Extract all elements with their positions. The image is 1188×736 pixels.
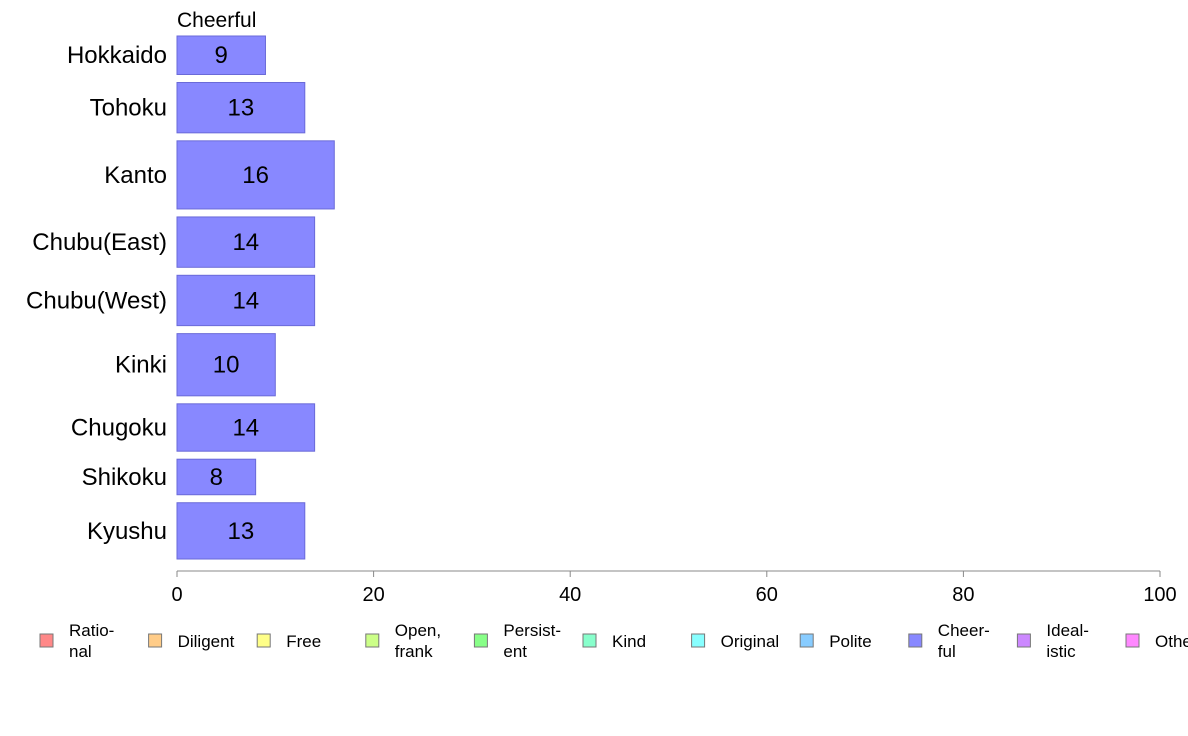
legend-label: Ideal- — [1046, 621, 1089, 640]
legend-label: nal — [69, 642, 92, 661]
legend-swatch — [582, 633, 597, 648]
bars-group: Hokkaido 9 Tohoku 13 Kanto 16 Chubu(East) 14 Chu… — [26, 35, 335, 560]
bar-value-label: 14 — [232, 415, 259, 442]
bar-value-label: 13 — [228, 95, 255, 122]
bar — [176, 502, 306, 560]
category-label: Shikoku — [82, 464, 167, 491]
x-tick-label: 0 — [171, 584, 182, 606]
bar-value-label: 10 — [213, 352, 240, 379]
legend-label: istic — [1046, 642, 1076, 661]
category-label: Kyushu — [87, 518, 167, 545]
bar — [176, 81, 306, 134]
legend-swatch — [365, 633, 380, 648]
category-label: Kinki — [115, 352, 167, 379]
category-label: Tohoku — [90, 95, 167, 122]
legend-swatch — [1125, 633, 1140, 648]
category-label: Chugoku — [71, 415, 167, 442]
legend-label: frank — [395, 642, 433, 661]
legend-label: Diligent — [178, 632, 235, 651]
x-tick-label: 100 — [1143, 584, 1176, 606]
category-label: Kanto — [104, 162, 167, 189]
legend-label: Original — [721, 632, 780, 651]
x-tick-label: 40 — [559, 584, 581, 606]
legend-label: Cheer- — [938, 621, 990, 640]
x-tick-label: 60 — [756, 584, 778, 606]
legend-label: Persist- — [503, 621, 561, 640]
legend-label: Kind — [612, 632, 646, 651]
legend-swatch — [473, 633, 488, 648]
legend-swatch — [39, 633, 54, 648]
legend-label: Open, — [395, 621, 441, 640]
bar — [176, 403, 316, 452]
bar — [176, 333, 276, 397]
legend-swatch — [256, 633, 271, 648]
bar — [176, 35, 266, 75]
legend-swatch — [908, 633, 923, 648]
bar — [176, 274, 316, 327]
bar — [176, 216, 316, 268]
bar-value-label: 14 — [232, 287, 259, 314]
legend-label: ent — [503, 642, 527, 661]
bar-value-label: 9 — [215, 42, 228, 69]
category-label: Chubu(East) — [32, 229, 167, 256]
category-label: Hokkaido — [67, 42, 167, 69]
legend: Ratio-nal Diligent Free Open, frank Persist-e… — [39, 621, 1188, 661]
bar-value-label: 8 — [210, 464, 223, 491]
bar-value-label: 13 — [228, 518, 255, 545]
series-title: Cheerful — [177, 9, 256, 32]
legend-swatch — [799, 633, 814, 648]
legend-label: Free — [286, 632, 321, 651]
bar-value-label: 14 — [232, 229, 259, 256]
legend-label: Others — [1155, 632, 1188, 651]
x-tick-label: 20 — [362, 584, 384, 606]
legend-swatch — [1016, 633, 1031, 648]
legend-swatch — [148, 633, 163, 648]
legend-label: Polite — [829, 632, 872, 651]
bar — [176, 458, 257, 496]
x-tick-label: 80 — [952, 584, 974, 606]
legend-label: ful — [938, 642, 956, 661]
legend-label: Ratio- — [69, 621, 114, 640]
bar-value-label: 16 — [242, 162, 269, 189]
legend-swatch — [691, 633, 706, 648]
bar — [176, 140, 335, 210]
category-label: Chubu(West) — [26, 287, 167, 314]
x-axis: 0 20 40 60 80 100 — [171, 570, 1177, 606]
